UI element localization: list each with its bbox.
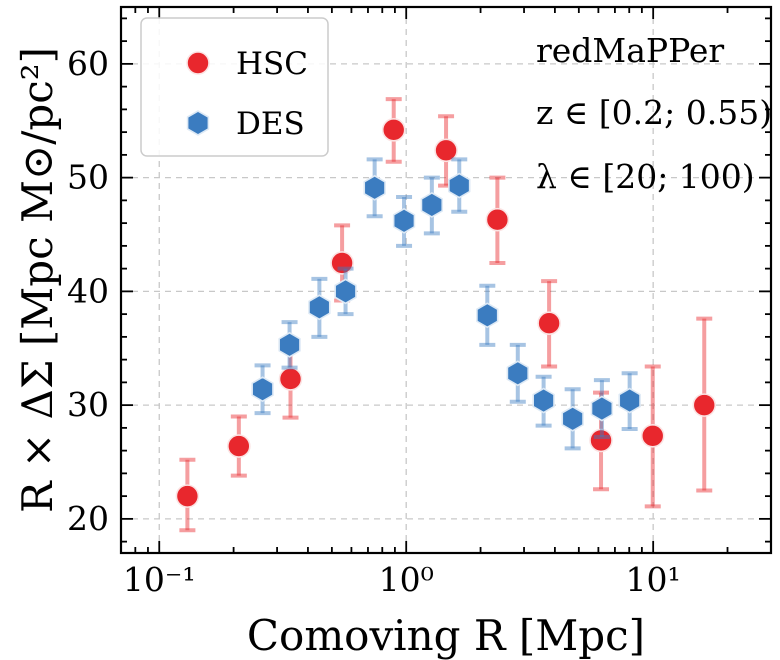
des-data-point [308,276,331,339]
des-marker [448,172,471,199]
des-marker [618,387,641,414]
des-marker [420,191,444,218]
des-marker [561,405,584,432]
hsc-data-point [485,175,510,265]
data-series [175,97,717,533]
x-tick-label: 10⁰ [379,560,434,599]
hsc-marker [227,434,251,458]
des-data-point [506,342,529,404]
des-data-point [476,283,499,347]
annotation-richness-range: λ ∈ [20; 100) [536,157,755,196]
hsc-marker [381,118,406,142]
des-data-point [448,157,471,214]
y-axis-label: R × ΔΣ [Mpc M⊙/pc²] [13,47,62,513]
hsc-data-point [227,414,251,478]
annotation-redshift-range: z ∈ [0.2; 0.55) [536,93,772,132]
hsc-data-point [640,364,665,509]
des-marker [278,331,301,358]
x-tick-label: 10⁻¹ [123,560,196,599]
hsc-marker [640,424,665,448]
axis-ticks: 10⁻¹ 10⁰ 10¹ 20 30 40 50 60 [67,7,772,599]
x-tick-label: 10¹ [626,560,681,599]
des-marker [363,174,386,201]
hsc-marker [692,393,717,417]
plot-frame [119,5,773,555]
legend-label-des: DES [236,106,305,142]
des-marker [251,376,274,403]
des-marker [590,395,614,422]
y-tick-label: 40 [67,271,109,310]
des-marker [476,302,499,329]
y-tick-label: 20 [67,499,109,538]
hsc-marker [175,484,200,508]
des-data-point [561,387,584,451]
y-tick-label: 60 [67,44,109,83]
hsc-marker [537,311,561,336]
hsc-marker [278,367,303,391]
annotations: redMaPPer z ∈ [0.2; 0.55) λ ∈ [20; 100) [536,31,772,196]
hsc-data-point [175,457,200,533]
legend-marker-des [186,110,210,136]
des-marker [308,294,331,321]
x-axis-label: Comoving R [Mpc] [247,611,645,660]
des-data-point [618,371,641,432]
hsc-data-point [434,114,458,188]
hsc-marker [330,251,354,275]
legend-entry-hsc: HSC [186,46,308,82]
legend-entry-des: DES [186,106,305,142]
hsc-data-point [381,97,406,164]
des-marker [506,360,529,387]
des-data-point [420,175,444,236]
grid [121,7,771,553]
des-marker [532,387,555,414]
des-data-point [278,320,301,370]
des-data-point [590,378,614,439]
legend-label-hsc: HSC [236,46,308,82]
des-marker [392,207,416,234]
series-des [251,157,641,451]
hsc-marker [589,428,613,453]
des-data-point [334,266,357,317]
legend-marker-hsc [186,51,210,75]
hsc-data-point [692,316,717,493]
hsc-marker [485,207,510,232]
des-marker [334,278,357,305]
annotation-catalog: redMaPPer [536,31,724,70]
des-data-point [392,194,416,248]
des-data-point [532,374,555,428]
hsc-marker [434,138,458,163]
hsc-data-point [537,279,561,369]
des-data-point [251,363,274,416]
des-data-point [363,157,386,219]
y-tick-label: 50 [67,158,109,197]
y-tick-label: 30 [67,385,109,424]
legend: HSC DES [140,17,329,157]
